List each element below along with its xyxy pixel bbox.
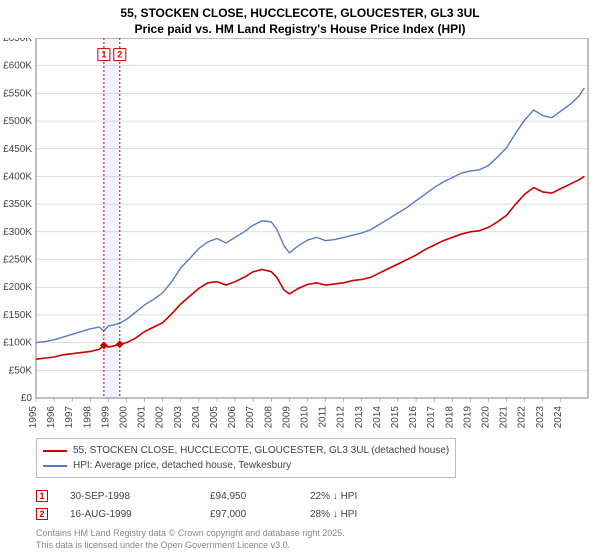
- sale-marker-icon: 2: [36, 508, 48, 520]
- svg-text:£150K: £150K: [3, 310, 32, 321]
- svg-text:2006: 2006: [227, 406, 238, 429]
- svg-text:2: 2: [117, 49, 122, 59]
- credit-block: Contains HM Land Registry data © Crown c…: [36, 528, 588, 551]
- sale-diff: 22% ↓ HPI: [310, 491, 357, 502]
- svg-text:2007: 2007: [245, 406, 256, 429]
- svg-text:2002: 2002: [155, 406, 166, 429]
- svg-text:1: 1: [101, 49, 106, 59]
- svg-text:2024: 2024: [553, 406, 564, 429]
- svg-text:1997: 1997: [64, 406, 75, 429]
- svg-text:2004: 2004: [191, 406, 202, 429]
- svg-text:£450K: £450K: [3, 144, 32, 155]
- legend-row-1: 55, STOCKEN CLOSE, HUCCLECOTE, GLOUCESTE…: [43, 443, 449, 458]
- svg-text:2022: 2022: [517, 406, 528, 429]
- svg-text:£50K: £50K: [9, 365, 33, 376]
- legend-box: 55, STOCKEN CLOSE, HUCCLECOTE, GLOUCESTE…: [36, 438, 456, 478]
- title-line-2: Price paid vs. HM Land Registry's House …: [0, 22, 600, 38]
- svg-text:£600K: £600K: [3, 61, 32, 72]
- chart-svg: £0 £50K £100K £150K £200K £250K £300K £350K £400…: [0, 38, 600, 438]
- chart-footer: 55, STOCKEN CLOSE, HUCCLECOTE, GLOUCESTE…: [36, 438, 588, 551]
- svg-text:£200K: £200K: [3, 282, 32, 293]
- svg-text:£100K: £100K: [3, 338, 32, 349]
- sale-diff: 28% ↓ HPI: [310, 509, 357, 520]
- legend-label-1: 55, STOCKEN CLOSE, HUCCLECOTE, GLOUCESTE…: [73, 443, 449, 458]
- svg-text:2011: 2011: [318, 406, 329, 428]
- legend-label-2: HPI: Average price, detached house, Tewk…: [73, 458, 291, 473]
- svg-text:2010: 2010: [299, 406, 310, 429]
- legend-row-2: HPI: Average price, detached house, Tewk…: [43, 458, 449, 473]
- svg-text:2001: 2001: [137, 406, 148, 429]
- sale-date: 30-SEP-1998: [70, 491, 210, 502]
- svg-text:£500K: £500K: [3, 116, 32, 127]
- svg-text:2021: 2021: [499, 406, 510, 429]
- svg-text:£300K: £300K: [3, 227, 32, 238]
- svg-text:2014: 2014: [372, 406, 383, 429]
- svg-text:£650K: £650K: [3, 38, 32, 44]
- svg-text:2013: 2013: [354, 406, 365, 429]
- svg-text:£250K: £250K: [3, 255, 32, 266]
- svg-text:2005: 2005: [209, 406, 220, 429]
- svg-text:2019: 2019: [462, 406, 473, 429]
- legend-swatch-1: [43, 450, 67, 452]
- svg-text:2000: 2000: [118, 406, 129, 429]
- sales-table: 1 30-SEP-1998£94,95022% ↓ HPI 2 16-AUG-1999…: [36, 490, 588, 520]
- svg-text:2008: 2008: [263, 406, 274, 429]
- svg-text:2017: 2017: [426, 406, 437, 429]
- credit-line-2: This data is licensed under the Open Gov…: [36, 540, 588, 552]
- sale-row: 2 16-AUG-1999£97,00028% ↓ HPI: [36, 508, 588, 520]
- credit-line-1: Contains HM Land Registry data © Crown c…: [36, 528, 588, 540]
- svg-text:2009: 2009: [281, 406, 292, 429]
- svg-text:2016: 2016: [408, 406, 419, 429]
- sale-price: £94,950: [210, 491, 310, 502]
- svg-text:£350K: £350K: [3, 199, 32, 210]
- svg-text:2003: 2003: [173, 406, 184, 429]
- sale-row: 1 30-SEP-1998£94,95022% ↓ HPI: [36, 490, 588, 502]
- svg-text:£0: £0: [21, 393, 33, 404]
- chart-title: 55, STOCKEN CLOSE, HUCCLECOTE, GLOUCESTE…: [0, 0, 600, 37]
- chart-plot: £0 £50K £100K £150K £200K £250K £300K £350K £400…: [0, 38, 600, 418]
- svg-text:£550K: £550K: [3, 88, 32, 99]
- chart-container: 55, STOCKEN CLOSE, HUCCLECOTE, GLOUCESTE…: [0, 0, 600, 560]
- svg-text:1995: 1995: [28, 406, 39, 429]
- svg-text:1999: 1999: [100, 406, 111, 429]
- svg-text:2023: 2023: [535, 406, 546, 429]
- svg-text:1996: 1996: [46, 406, 57, 429]
- sale-date: 16-AUG-1999: [70, 509, 210, 520]
- sale-price: £97,000: [210, 509, 310, 520]
- svg-text:2018: 2018: [444, 406, 455, 429]
- title-line-1: 55, STOCKEN CLOSE, HUCCLECOTE, GLOUCESTE…: [0, 6, 600, 22]
- svg-text:2012: 2012: [336, 406, 347, 429]
- svg-text:1998: 1998: [82, 406, 93, 429]
- svg-text:£400K: £400K: [3, 171, 32, 182]
- svg-text:2020: 2020: [480, 406, 491, 429]
- sale-marker-icon: 1: [36, 490, 48, 502]
- svg-text:2015: 2015: [390, 406, 401, 429]
- legend-swatch-2: [43, 465, 67, 467]
